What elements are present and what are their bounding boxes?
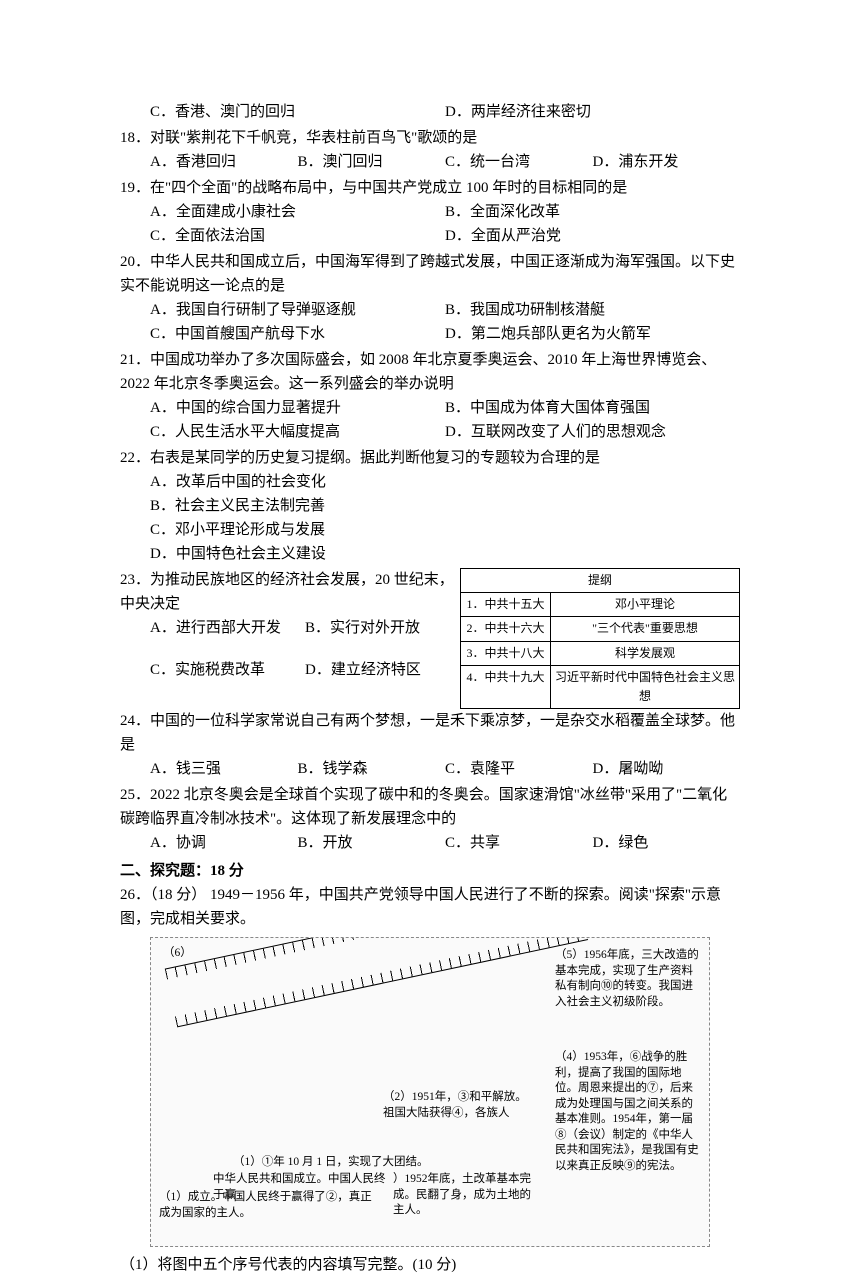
q19-opt-c: C．全面依法治国 [150, 224, 445, 248]
q21: 21．中国成功举办了多次国际盛会，如 2008 年北京夏季奥运会、2010 年上… [120, 348, 740, 444]
q18-opt-c: C．统一台湾 [445, 150, 593, 174]
q22-opt-a: A．改革后中国的社会变化 [150, 470, 740, 494]
q18-opt-a: A．香港回归 [150, 150, 298, 174]
q19: 19．在"四个全面"的战略布局中，与中国共产党成立 100 年时的目标相同的是 … [120, 176, 740, 248]
table-row: 2．中共十六大 "三个代表"重要思想 [461, 617, 739, 641]
q23-opt-d: D．建立经济特区 [305, 658, 460, 682]
q19-stem: 19．在"四个全面"的战略布局中，与中国共产党成立 100 年时的目标相同的是 [120, 176, 740, 200]
q18-opt-d: D．浦东开发 [593, 150, 741, 174]
diagram-block-1b: （1）成立。中国人民终于赢得了②，真正成为国家的主人。 [157, 1188, 377, 1223]
q24-opt-a: A．钱三强 [150, 757, 298, 781]
q24-opt-c: C．袁隆平 [445, 757, 593, 781]
diagram-block-5: （5）1956年底，三大改造的基本完成，实现了生产资料私有制向⑩的转变。我国进入… [553, 946, 703, 1012]
q20-opt-d: D．第二炮兵部队更名为火箭军 [445, 322, 740, 346]
q22-opt-b: B．社会主义民主法制完善 [150, 494, 740, 518]
q23-opt-b: B．实行对外开放 [305, 616, 460, 640]
q22-opt-c: C．邓小平理论形成与发展 [150, 518, 740, 542]
q23-opt-a: A．进行西部大开发 [150, 616, 305, 640]
q20-opt-c: C．中国首艘国产航母下水 [150, 322, 445, 346]
diagram-block-3: ）1952年底，土改革基本完成。民翻了身，成为土地的主人。 [391, 1170, 541, 1221]
q22-stem: 22．右表是某同学的历史复习提纲。据此判断他复习的专题较为合理的是 [120, 446, 740, 470]
table-title: 提纲 [461, 569, 739, 593]
q21-opt-b: B．中国成为体育大国体育强国 [445, 396, 740, 420]
q25: 25．2022 北京冬奥会是全球首个实现了碳中和的冬奥会。国家速滑馆"冰丝带"采… [120, 783, 740, 855]
q25-stem: 25．2022 北京冬奥会是全球首个实现了碳中和的冬奥会。国家速滑馆"冰丝带"采… [120, 783, 740, 831]
q24-stem: 24．中国的一位科学家常说自己有两个梦想，一是禾下乘凉梦，一是杂交水稻覆盖全球梦… [120, 709, 740, 757]
q20-opt-b: B．我国成功研制核潜艇 [445, 298, 740, 322]
q21-opt-d: D．互联网改变了人们的思想观念 [445, 420, 740, 444]
q22: 22．右表是某同学的历史复习提纲。据此判断他复习的专题较为合理的是 A．改革后中… [120, 446, 740, 566]
exploration-diagram: （6） （5）1956年底，三大改造的基本完成，实现了生产资料私有制向⑩的转变。… [150, 937, 710, 1247]
q19-opt-b: B．全面深化改革 [445, 200, 740, 224]
q18-stem: 18．对联"紫荆花下千帆竞，华表柱前百鸟飞"歌颂的是 [120, 126, 740, 150]
diagram-block-2: （2）1951年，③和平解放。祖国大陆获得④，各族人 [381, 1088, 531, 1123]
q17-options: C．香港、澳门的回归 D．两岸经济往来密切 [120, 100, 740, 124]
ruler-icon [165, 937, 588, 1027]
diagram-block-4: （4）1953年，⑥战争的胜利，提高了我国的国际地位。周恩来提出的⑦，后来成为处… [553, 1048, 703, 1176]
table-row: 4．中共十九大 习近平新时代中国特色社会主义思想 [461, 666, 739, 708]
q23: 23．为推动民族地区的经济社会发展，20 世纪末，中央决定 A．进行西部大开发 … [120, 568, 460, 682]
q20: 20．中华人民共和国成立后，中国海军得到了跨越式发展，中国正逐渐成为海军强国。以… [120, 250, 740, 346]
q25-opt-b: B．开放 [298, 831, 446, 855]
q18: 18．对联"紫荆花下千帆竞，华表柱前百鸟飞"歌颂的是 A．香港回归 B．澳门回归… [120, 126, 740, 174]
outline-table: 提纲 1．中共十五大 邓小平理论 2．中共十六大 "三个代表"重要思想 3．中共… [460, 568, 740, 709]
q18-opt-b: B．澳门回归 [298, 150, 446, 174]
q25-opt-d: D．绿色 [593, 831, 741, 855]
q20-opt-a: A．我国自行研制了导弹驱逐舰 [150, 298, 445, 322]
q22-opt-d: D．中国特色社会主义建设 [150, 542, 740, 566]
q17-opt-c: C．香港、澳门的回归 [150, 100, 445, 124]
q24-opt-d: D．屠呦呦 [593, 757, 741, 781]
table-row: 1．中共十五大 邓小平理论 [461, 593, 739, 617]
q21-stem: 21．中国成功举办了多次国际盛会，如 2008 年北京夏季奥运会、2010 年上… [120, 348, 740, 396]
q26-sub1: （1）将图中五个序号代表的内容填写完整。(10 分) [120, 1253, 740, 1277]
q23-stem: 23．为推动民族地区的经济社会发展，20 世纪末，中央决定 [120, 568, 460, 616]
q21-opt-c: C．人民生活水平大幅度提高 [150, 420, 445, 444]
q23-and-table: 23．为推动民族地区的经济社会发展，20 世纪末，中央决定 A．进行西部大开发 … [120, 568, 740, 709]
q25-opt-a: A．协调 [150, 831, 298, 855]
q24-opt-b: B．钱学森 [298, 757, 446, 781]
q20-stem: 20．中华人民共和国成立后，中国海军得到了跨越式发展，中国正逐渐成为海军强国。以… [120, 250, 740, 298]
table-row: 3．中共十八大 科学发展观 [461, 642, 739, 666]
q21-opt-a: A．中国的综合国力显著提升 [150, 396, 445, 420]
q26: 26．（18 分） 1949－1956 年，中国共产党领导中国人民进行了不断的探… [120, 883, 740, 1277]
diagram-label-6: （6） [161, 944, 194, 964]
section-2-header: 二、探究题：18 分 [120, 859, 740, 883]
q19-opt-a: A．全面建成小康社会 [150, 200, 445, 224]
q25-opt-c: C．共享 [445, 831, 593, 855]
q19-opt-d: D．全面从严治党 [445, 224, 740, 248]
q24: 24．中国的一位科学家常说自己有两个梦想，一是禾下乘凉梦，一是杂交水稻覆盖全球梦… [120, 709, 740, 781]
q26-stem: 26．（18 分） 1949－1956 年，中国共产党领导中国人民进行了不断的探… [120, 883, 740, 931]
q17-opt-d: D．两岸经济往来密切 [445, 100, 740, 124]
q23-opt-c: C．实施税费改革 [150, 658, 305, 682]
